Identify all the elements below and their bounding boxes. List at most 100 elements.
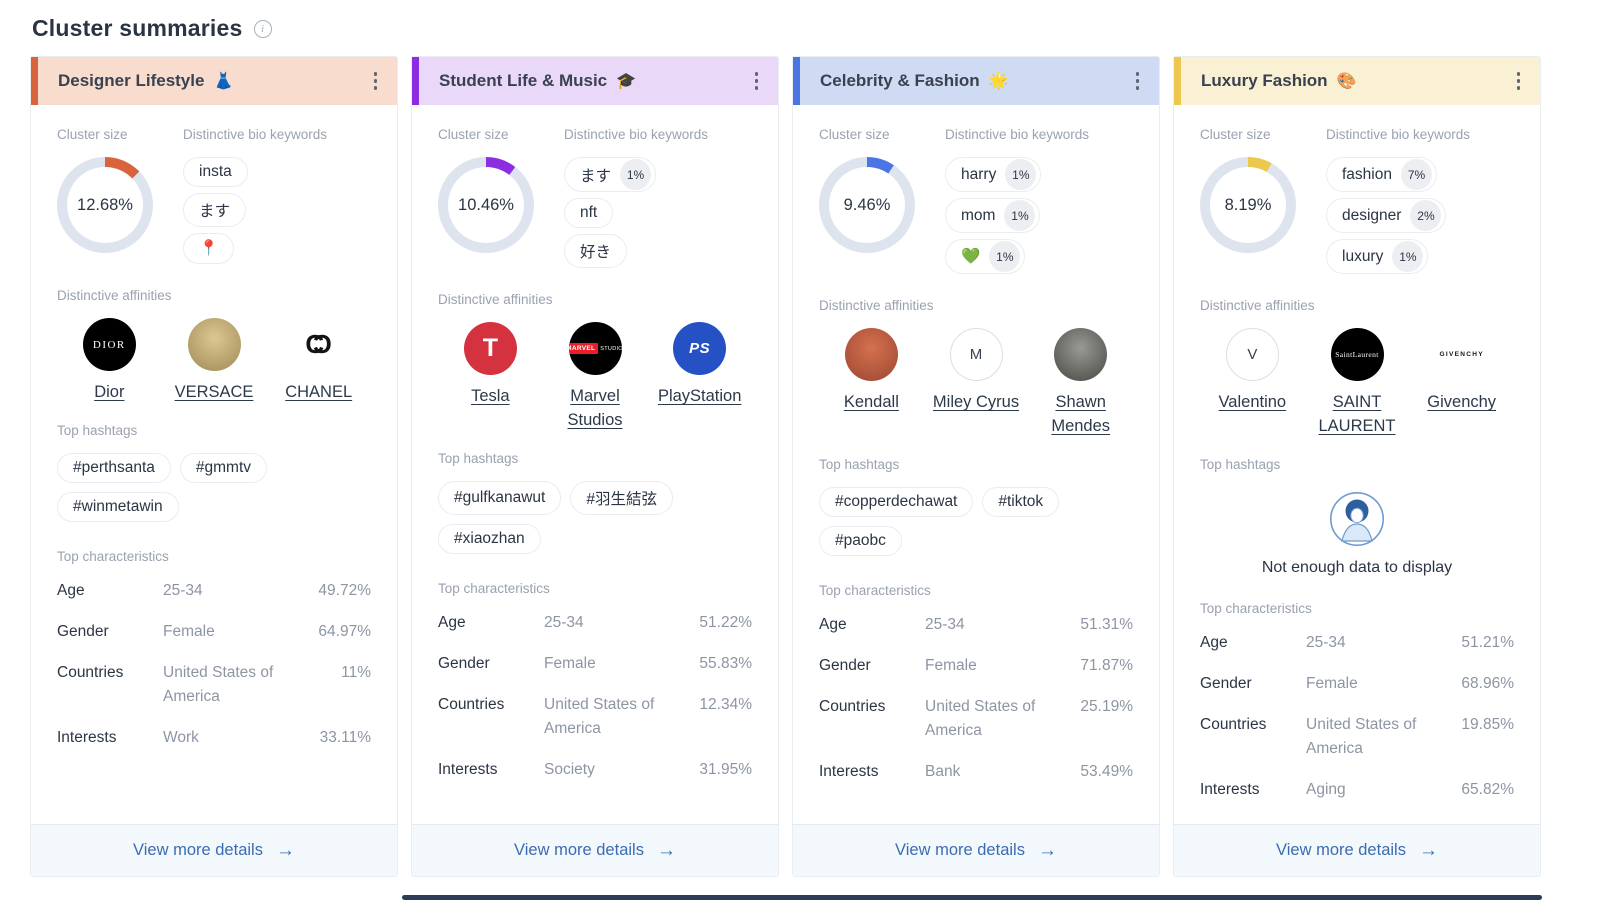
- characteristic-percent: 25.19%: [1080, 697, 1133, 715]
- keyword-percent-badge: 1%: [1005, 159, 1037, 190]
- characteristics-label: Top characteristics: [438, 580, 550, 596]
- keyword-percent-badge: 1%: [1392, 241, 1424, 272]
- hashtag-pill: #paobc: [819, 525, 902, 556]
- artist-palette-emoji: 🎨: [1336, 73, 1357, 90]
- cluster-size-donut: 10.46%: [438, 157, 534, 253]
- characteristic-row: Interests Bank 53.49%: [819, 760, 1133, 784]
- characteristic-name: Gender: [57, 622, 109, 640]
- keyword-list: ます 1% nft 好き: [564, 157, 752, 268]
- affinity-link-valentino[interactable]: V Valentino: [1200, 328, 1305, 439]
- view-more-details-button[interactable]: View more details →: [793, 824, 1159, 876]
- avatar-text: SaintLaurent: [1335, 350, 1379, 359]
- keyword-pill: mom 1%: [945, 198, 1041, 233]
- affinities-label: Distinctive affinities: [1200, 298, 1315, 313]
- keyword-text: luxury: [1342, 247, 1384, 265]
- characteristic-value: Society: [544, 760, 595, 778]
- cluster-size-value: 9.46%: [829, 167, 905, 243]
- characteristic-row: Countries United States of America 19.85…: [1200, 713, 1514, 761]
- avatar-text: M: [969, 346, 983, 363]
- affinity-link-chanel[interactable]: C C CHANEL: [266, 318, 371, 405]
- view-more-details-button[interactable]: View more details →: [1174, 824, 1540, 876]
- keyword-pill: designer 2%: [1326, 198, 1447, 233]
- characteristic-percent: 11%: [341, 663, 371, 681]
- cluster-size-and-keywords: Cluster size 8.19% Distinctive bio keywo…: [1200, 127, 1514, 274]
- view-more-details-label: View more details: [514, 841, 644, 859]
- characteristic-value: 25-34: [1306, 633, 1346, 651]
- card-title: Designer Lifestyle 👗: [58, 71, 233, 91]
- affinities-row: DIOR Dior VERSACE C C CHANEL: [57, 318, 371, 405]
- cluster-size-donut: 8.19%: [1200, 157, 1296, 253]
- cluster-size-block: Cluster size 10.46%: [438, 127, 564, 268]
- cluster-size-label: Cluster size: [1200, 127, 1271, 142]
- avatar-text: C: [305, 329, 325, 359]
- keyword-text: ます: [199, 203, 231, 220]
- characteristic-name: Age: [438, 613, 466, 631]
- cluster-size-block: Cluster size 9.46%: [819, 127, 945, 274]
- accent-bar: [412, 57, 419, 105]
- empty-state-message: Not enough data to display: [1261, 558, 1453, 576]
- dress-emoji: 👗: [213, 73, 234, 90]
- affinity-link-dior[interactable]: DIOR Dior: [57, 318, 162, 405]
- keyword-pill: 💚 1%: [945, 239, 1026, 274]
- characteristic-row: Interests Work 33.11%: [57, 726, 371, 750]
- kebab-menu-button[interactable]: [362, 66, 390, 96]
- keyword-text: ます: [580, 167, 612, 185]
- hashtag-pill: #gulfkanawut: [438, 480, 562, 515]
- view-more-details-button[interactable]: View more details →: [31, 824, 397, 876]
- card-title: Celebrity & Fashion 🌟: [820, 71, 1009, 91]
- affinity-link-tesla[interactable]: T Tesla: [438, 322, 543, 433]
- keyword-text: fashion: [1342, 165, 1392, 183]
- characteristic-value: Female: [544, 654, 596, 672]
- affinity-link-shawn-mendes[interactable]: Shawn Mendes: [1028, 328, 1133, 439]
- card-header: Designer Lifestyle 👗: [31, 57, 397, 105]
- hashtag-pill: #winmetawin: [57, 491, 179, 522]
- affinity-label: Marvel Studios: [567, 387, 623, 429]
- keyword-list: harry 1% mom 1% 💚 1%: [945, 157, 1133, 274]
- characteristics-table: Age 25-34 51.22% Gender Female 55.83% Co…: [438, 611, 752, 799]
- cluster-size-value: 12.68%: [67, 167, 143, 243]
- hashtag-list: #perthsanta #gmmtv #winmetawin: [57, 452, 371, 522]
- kebab-menu-button[interactable]: [743, 66, 771, 96]
- characteristic-row: Age 25-34 51.31%: [819, 613, 1133, 637]
- characteristic-value: 25-34: [925, 615, 965, 633]
- characteristic-name: Countries: [1200, 715, 1267, 733]
- view-more-details-button[interactable]: View more details →: [412, 824, 778, 876]
- affinity-link-givenchy[interactable]: GIVENCHY Givenchy: [1409, 328, 1514, 439]
- affinity-link-saint-laurent[interactable]: SaintLaurent SAINT LAURENT: [1305, 328, 1410, 439]
- characteristic-value: United States of America: [925, 697, 1036, 739]
- keyword-pill: luxury 1%: [1326, 239, 1429, 274]
- affinity-link-marvel-studios[interactable]: MARVEL STUDIOS Marvel Studios: [543, 322, 648, 433]
- avatar-text: T: [482, 334, 498, 362]
- keyword-pill: 好き: [564, 234, 628, 268]
- characteristic-percent: 33.11%: [319, 728, 371, 746]
- affinities-label: Distinctive affinities: [438, 292, 553, 307]
- bio-keywords-block: Distinctive bio keywords ます 1% nft 好き: [564, 127, 752, 268]
- affinity-link-playstation[interactable]: PS PlayStation: [647, 322, 752, 433]
- bio-keywords-block: Distinctive bio keywords fashion 7% desig…: [1326, 127, 1514, 274]
- studios-wordmark: STUDIOS: [600, 345, 622, 352]
- characteristic-value: Female: [925, 656, 977, 674]
- cluster-cards-row: Designer Lifestyle 👗 Cluster size 12.68%…: [30, 56, 1600, 877]
- characteristic-name: Age: [57, 581, 85, 599]
- kebab-menu-button[interactable]: [1505, 66, 1533, 96]
- characteristic-percent: 68.96%: [1461, 674, 1514, 692]
- shawn-mendes-photo-avatar: [1054, 328, 1108, 381]
- kebab-menu-button[interactable]: [1124, 66, 1152, 96]
- horizontal-scrollbar-thumb[interactable]: [402, 895, 1542, 900]
- characteristic-percent: 53.49%: [1080, 762, 1133, 780]
- marvel-wordmark: MARVEL: [568, 343, 599, 354]
- hashtag-pill: #xiaozhan: [438, 523, 541, 554]
- cluster-size-block: Cluster size 8.19%: [1200, 127, 1326, 274]
- keyword-text: mom: [961, 206, 996, 224]
- affinity-link-versace[interactable]: VERSACE: [162, 318, 267, 405]
- characteristic-row: Countries United States of America 11%: [57, 661, 371, 709]
- hashtag-list: #copperdechawat #tiktok #paobc: [819, 486, 1133, 556]
- characteristic-value: United States of America: [1306, 715, 1417, 757]
- keyword-percent-badge: 1%: [620, 159, 652, 190]
- affinity-link-kendall[interactable]: Kendall: [819, 328, 924, 439]
- affinity-label: Tesla: [471, 387, 510, 405]
- bio-keywords-label: Distinctive bio keywords: [183, 127, 328, 142]
- affinity-label: Givenchy: [1427, 393, 1497, 411]
- affinity-link-miley-cyrus[interactable]: M Miley Cyrus: [924, 328, 1029, 439]
- info-icon[interactable]: i: [253, 19, 272, 38]
